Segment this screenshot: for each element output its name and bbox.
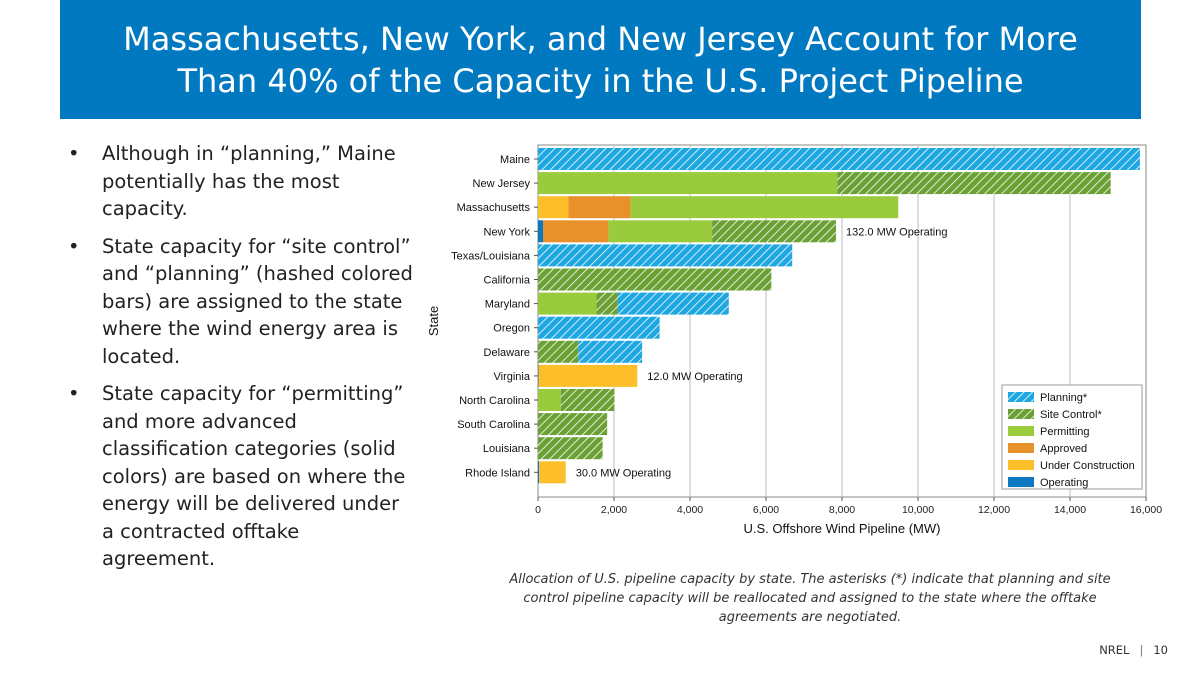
x-axis-label: U.S. Offshore Wind Pipeline (MW) — [744, 521, 941, 536]
y-tick-label: Delaware — [484, 347, 530, 359]
title-band: Massachusetts, New York, and New Jersey … — [60, 0, 1141, 119]
y-tick-label: North Carolina — [459, 395, 531, 407]
slide-title-line-2: Than 40% of the Capacity in the U.S. Pro… — [177, 61, 1024, 100]
bar-new-jersey-site-control — [837, 172, 1111, 195]
bar-massachusetts-under-construction — [538, 196, 569, 219]
x-tick-label: 12,000 — [978, 504, 1010, 516]
x-tick-label: 0 — [535, 504, 541, 516]
bar-south-carolina-site-control — [538, 413, 608, 436]
bar-north-carolina-site-control — [560, 389, 615, 411]
bar-massachusetts-permitting — [630, 196, 899, 219]
bar-texas-louisiana-planning — [538, 244, 793, 267]
bullet-item: • State capacity for “permitting” and mor… — [68, 380, 413, 573]
annotation-virginia: 12.0 MW Operating — [647, 371, 742, 383]
bullet-marker: • — [68, 382, 80, 405]
annotation-new-york: 132.0 MW Operating — [846, 226, 948, 238]
slide-title: Massachusetts, New York, and New Jersey … — [81, 18, 1121, 102]
footer-separator: | — [1139, 643, 1144, 657]
legend-swatch-permitting — [1008, 426, 1034, 436]
bullet-item: • Although in “planning,” Maine potential… — [68, 140, 413, 223]
x-tick-label: 8,000 — [829, 504, 855, 516]
legend-label-approved: Approved — [1040, 443, 1087, 455]
y-tick-label: Massachusetts — [457, 202, 531, 214]
bullet-marker: • — [68, 234, 80, 258]
legend-box — [1001, 384, 1143, 490]
bullet-marker: • — [68, 142, 80, 165]
x-tick-label: 4,000 — [677, 504, 703, 516]
bar-massachusetts-approved — [568, 196, 631, 219]
legend-label-site-control: Site Control* — [1040, 409, 1102, 421]
y-tick-label: Texas/Louisiana — [451, 250, 531, 262]
bullet-text: State capacity for “site control” and “p… — [102, 234, 413, 368]
bar-maine-planning — [538, 148, 1140, 170]
bar-california-site-control — [538, 268, 772, 291]
bullet-text: Although in “planning,” Maine potentiall… — [102, 142, 396, 220]
bar-new-york-permitting — [608, 220, 713, 243]
y-tick-label: Maine — [500, 154, 530, 166]
bar-new-jersey-permitting — [538, 172, 838, 195]
y-tick-label: Louisiana — [483, 443, 531, 455]
figure-caption: Allocation of U.S. pipeline capacity by … — [509, 572, 1111, 625]
bar-rhode-island-under-construction — [539, 461, 566, 484]
bar-virginia-under-construction — [538, 364, 638, 387]
bar-new-york-approved — [543, 220, 609, 243]
pipeline-bar-chart: 0 2,000 4,000 6,000 8,000 10,000 12,000 14,000 1… — [426, 144, 1162, 536]
x-tick-label: 16,000 — [1130, 504, 1162, 516]
bar-maryland-site-control — [596, 292, 618, 315]
y-tick-label: Rhode Island — [465, 467, 530, 479]
bullet-list: • Although in “planning,” Maine potential… — [68, 140, 413, 583]
y-tick-label: Maryland — [485, 299, 530, 311]
legend-swatch-operating — [1008, 477, 1034, 487]
legend-label-under-construction: Under Construction — [1040, 460, 1135, 472]
bar-new-york-operating — [538, 220, 544, 243]
y-axis-label: State — [426, 306, 441, 336]
bar-rhode-island-operating — [538, 461, 540, 484]
y-tick-label: Virginia — [494, 371, 531, 383]
bar-virginia-operating — [538, 364, 539, 387]
legend-swatch-planning — [1008, 392, 1034, 402]
bar-maryland-permitting — [538, 292, 597, 315]
bar-louisiana-site-control — [538, 437, 603, 460]
bar-maryland-planning — [617, 292, 729, 315]
x-tick-label: 10,000 — [902, 504, 934, 516]
slide-title-line-1: Massachusetts, New York, and New Jersey … — [123, 19, 1078, 58]
x-tick-label: 6,000 — [753, 504, 779, 516]
legend-swatch-site-control — [1008, 409, 1034, 419]
bar-oregon-planning — [538, 316, 660, 339]
legend-swatch-under-construction — [1008, 460, 1034, 470]
y-tick-label: Oregon — [493, 323, 530, 335]
y-tick-label: California — [484, 275, 531, 287]
bullet-text: State capacity for “permitting” and more… — [102, 382, 406, 570]
page-number: 10 — [1153, 643, 1168, 657]
x-tick-label: 14,000 — [1054, 504, 1086, 516]
legend-swatch-approved — [1008, 443, 1034, 453]
footer: NREL | 10 — [1099, 643, 1168, 657]
legend-label-planning: Planning* — [1040, 392, 1088, 404]
bar-new-york-site-control — [712, 220, 836, 243]
legend-label-permitting: Permitting — [1040, 426, 1090, 438]
annotation-rhode-island: 30.0 MW Operating — [576, 467, 671, 479]
x-tick-label: 2,000 — [601, 504, 627, 516]
y-tick-label: South Carolina — [457, 419, 531, 431]
y-tick-label: New York — [484, 226, 531, 238]
bar-delaware-site-control — [538, 340, 579, 363]
y-tick-label: New Jersey — [473, 178, 531, 190]
footer-org: NREL — [1099, 643, 1130, 657]
legend-label-operating: Operating — [1040, 477, 1088, 489]
bar-delaware-planning — [578, 340, 643, 363]
bullet-item: • State capacity for “site control” and “… — [68, 233, 413, 371]
bar-north-carolina-permitting — [538, 389, 561, 411]
